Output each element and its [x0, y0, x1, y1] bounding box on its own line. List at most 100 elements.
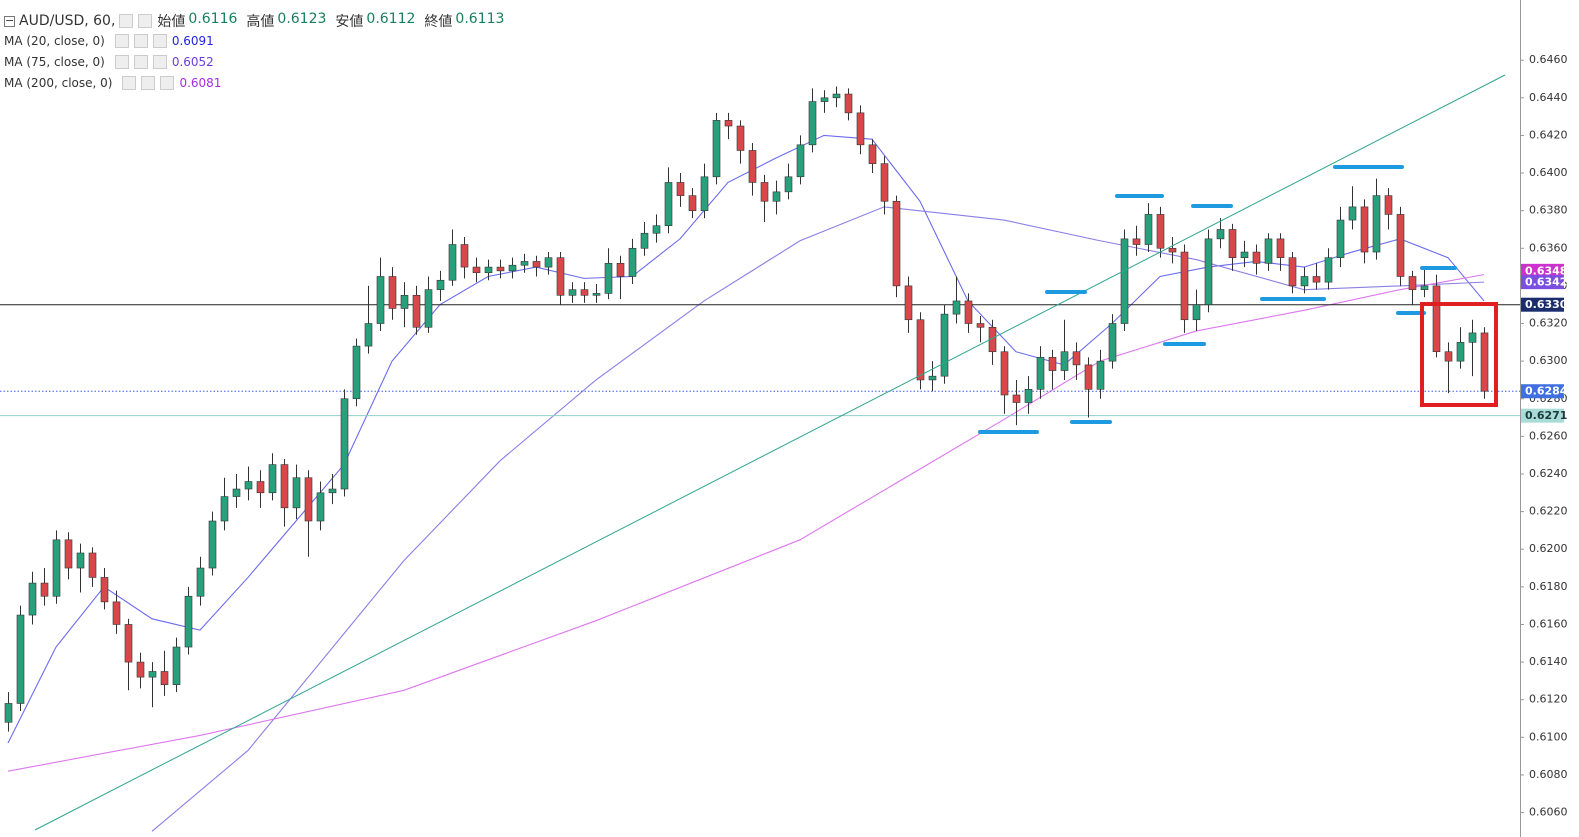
candle-body — [100, 577, 109, 603]
ma-name: MA (200, close, 0) — [4, 76, 113, 90]
ma-icon[interactable] — [133, 34, 148, 48]
candle-body — [1024, 389, 1033, 403]
price-tag-label: 0.6342 — [1525, 276, 1567, 289]
candle-body — [484, 266, 493, 274]
candle-body — [148, 671, 157, 678]
ma-icon[interactable] — [152, 34, 167, 48]
candle-body — [1180, 251, 1189, 321]
ma-name: MA (20, close, 0) — [4, 34, 105, 48]
ma-icon[interactable] — [122, 76, 137, 90]
y-tick-label: 0.6220 — [1529, 505, 1568, 518]
price-tag-label: 0.6348 — [1525, 264, 1567, 277]
candle-body — [244, 481, 253, 490]
candle-body — [4, 703, 13, 723]
candle-body — [136, 661, 145, 678]
ma-legend-row: MA (200, close, 0) 0.6081 — [4, 76, 221, 90]
candle-body — [88, 552, 97, 578]
ma-line — [7, 134, 1485, 744]
candle-body — [736, 125, 745, 151]
price-axis: 0.6460 0.6440 0.6420 0.6400 0.6380 0.6360 0.63… — [1520, 53, 1568, 819]
candle-body — [784, 176, 793, 193]
candle-body — [688, 195, 697, 211]
ma-value: 0.6091 — [171, 34, 214, 48]
candle-body — [460, 244, 469, 268]
candle-body — [448, 244, 457, 281]
candle-body — [1384, 195, 1393, 215]
ma-icon[interactable] — [133, 55, 148, 69]
candle-body — [916, 319, 925, 381]
candle-body — [556, 257, 565, 296]
ohlc-label: 高値 — [246, 14, 275, 30]
candle-body — [880, 163, 889, 202]
candle-body — [1120, 238, 1129, 324]
candle-body — [1144, 214, 1153, 245]
candle-body — [340, 398, 349, 490]
candle-body — [436, 279, 445, 290]
candle-body — [268, 464, 277, 494]
candle-body — [40, 582, 49, 597]
candle-body — [196, 567, 205, 597]
y-tick-label: 0.6100 — [1529, 730, 1568, 743]
level-markers — [978, 165, 1457, 434]
candle-body — [904, 285, 913, 321]
ohlc-value: 0.6116 — [188, 11, 238, 27]
ma-icon[interactable] — [160, 76, 175, 90]
ma-line — [7, 274, 1485, 772]
y-tick-label: 0.6200 — [1529, 542, 1568, 555]
candle-body — [496, 266, 505, 272]
ma-icon[interactable] — [114, 34, 129, 48]
ma-icon[interactable] — [114, 55, 129, 69]
candle-body — [772, 191, 781, 202]
candle-body — [976, 323, 985, 328]
settings-icon[interactable] — [119, 14, 134, 28]
candle-body — [124, 624, 133, 663]
ohlc-values: 始値 0.6116 高値 0.6123 安値 0.6112 終値 0.6113 — [157, 11, 510, 31]
candle-body — [544, 257, 553, 268]
symbol-header: − AUD/USD, 60, 始値 0.6116 高値 0.6123 安値 0.6112 終… — [4, 11, 510, 31]
ohlc-label: 安値 — [335, 14, 364, 30]
price-tag — [1521, 297, 1564, 312]
candle-body — [1000, 351, 1009, 396]
candle-body — [28, 582, 37, 616]
ma-icon[interactable] — [141, 76, 156, 90]
candle-body — [1012, 394, 1021, 403]
y-tick-label: 0.6460 — [1529, 53, 1568, 66]
ma-icon[interactable] — [152, 55, 167, 69]
candle-body — [724, 120, 733, 127]
symbol: AUD/USD, 60, — [19, 13, 116, 29]
candle-body — [844, 93, 853, 114]
highlight-box — [1420, 302, 1498, 407]
candle-body — [220, 496, 229, 522]
y-tick-label: 0.6240 — [1529, 467, 1568, 480]
candle-body — [808, 101, 817, 146]
candle-body — [928, 375, 937, 381]
candle-body — [1396, 214, 1405, 277]
candle-body — [172, 646, 181, 685]
candle-body — [304, 477, 313, 522]
ma-line — [151, 206, 1485, 832]
candle-body — [208, 520, 217, 569]
candle-body — [1372, 195, 1381, 253]
candle-body — [364, 323, 373, 347]
source-icon[interactable] — [138, 14, 153, 28]
candle-body — [328, 488, 337, 494]
candle-body — [580, 289, 589, 296]
candle-body — [1132, 238, 1141, 245]
candle-body — [796, 144, 805, 178]
y-tick-label: 0.6260 — [1529, 429, 1568, 442]
candle-body — [652, 225, 661, 234]
candle-body — [940, 313, 949, 377]
y-tick-label: 0.6160 — [1529, 617, 1568, 630]
y-tick-label: 0.6180 — [1529, 580, 1568, 593]
price-tag-label: 0.6330 — [1525, 298, 1568, 311]
candle-body — [1108, 323, 1117, 362]
y-tick-label: 0.6060 — [1529, 806, 1568, 819]
candle-body — [700, 176, 709, 211]
collapse-icon[interactable]: − — [4, 13, 15, 27]
candle-body — [400, 295, 409, 309]
y-tick-label: 0.6380 — [1529, 204, 1568, 217]
candle-body — [532, 261, 541, 268]
y-tick-label: 0.6420 — [1529, 128, 1568, 141]
candle-body — [964, 300, 973, 324]
